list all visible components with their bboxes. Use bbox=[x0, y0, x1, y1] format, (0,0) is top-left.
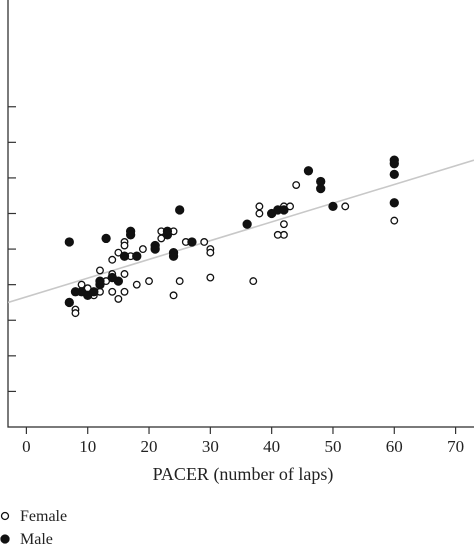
x-tick-label-2: 20 bbox=[141, 437, 158, 456]
female-point-9 bbox=[108, 255, 117, 264]
male-point-30 bbox=[328, 201, 338, 212]
x-tick-label-4: 40 bbox=[263, 437, 280, 456]
female-point-26 bbox=[175, 277, 184, 286]
male-point-26 bbox=[279, 205, 289, 215]
x-tick-label-3: 30 bbox=[202, 437, 219, 456]
female-point-21 bbox=[145, 277, 153, 286]
female-point-11 bbox=[114, 294, 123, 303]
x-tick-label-5: 50 bbox=[324, 437, 341, 456]
male-point-14 bbox=[132, 251, 142, 261]
x-tick-label-7: 70 bbox=[447, 437, 464, 456]
x-tick-label-6: 60 bbox=[386, 437, 403, 456]
female-point-42 bbox=[273, 230, 282, 239]
female-point-8 bbox=[108, 287, 117, 296]
legend-label-0: Female bbox=[20, 508, 67, 525]
male-point-18 bbox=[162, 226, 173, 236]
male-point-0 bbox=[64, 237, 74, 247]
legend-label-1: Male bbox=[20, 531, 53, 548]
male-point-20 bbox=[168, 251, 179, 261]
female-point-28 bbox=[200, 238, 209, 246]
female-point-41 bbox=[390, 216, 399, 225]
female-point-25 bbox=[169, 291, 178, 300]
female-point-40 bbox=[341, 202, 350, 211]
male-point-29 bbox=[316, 183, 326, 194]
plot-frame bbox=[7, 0, 474, 428]
female-point-34 bbox=[255, 202, 264, 211]
male-point-33 bbox=[389, 169, 399, 180]
male-point-13 bbox=[125, 230, 136, 240]
female-point-6 bbox=[96, 266, 104, 275]
male-point-5 bbox=[89, 287, 99, 297]
male-point-22 bbox=[187, 237, 197, 247]
x-tick-label-1: 10 bbox=[79, 437, 96, 456]
female-point-20 bbox=[138, 245, 147, 254]
x-axis-label: PACER (number of laps) bbox=[153, 464, 334, 485]
male-point-21 bbox=[175, 205, 185, 215]
male-point-27 bbox=[303, 166, 314, 176]
male-point-23 bbox=[242, 219, 252, 229]
male-point-1 bbox=[64, 297, 74, 308]
male-point-32 bbox=[389, 159, 399, 169]
male-point-7 bbox=[95, 276, 105, 286]
male-point-8 bbox=[101, 233, 111, 244]
legend-marker-0 bbox=[0, 511, 10, 521]
points-layer bbox=[64, 155, 399, 318]
female-point-19 bbox=[132, 280, 141, 289]
female-point-30 bbox=[206, 248, 215, 257]
male-point-11 bbox=[119, 251, 130, 261]
female-point-39 bbox=[292, 181, 301, 189]
female-point-1 bbox=[71, 309, 80, 318]
x-tick-label-0: 0 bbox=[22, 437, 31, 456]
female-point-33 bbox=[255, 209, 264, 218]
male-point-16 bbox=[150, 244, 160, 254]
female-point-15 bbox=[120, 270, 129, 278]
female-point-36 bbox=[279, 220, 288, 229]
x-axis-ticks: 0 10 20 30 40 50 60 70 bbox=[22, 427, 464, 456]
male-point-34 bbox=[389, 198, 399, 208]
trend-layer bbox=[8, 159, 474, 304]
plot-area bbox=[7, 0, 474, 428]
legend-marker-1 bbox=[0, 534, 10, 544]
y-axis-ticks bbox=[8, 106, 16, 393]
trend-line bbox=[8, 159, 474, 304]
legend: Female Male bbox=[0, 508, 67, 548]
female-point-31 bbox=[206, 273, 215, 282]
female-point-16 bbox=[120, 287, 129, 296]
female-point-2 bbox=[77, 280, 86, 289]
male-point-10 bbox=[113, 276, 124, 286]
female-point-32 bbox=[249, 277, 258, 286]
female-point-14 bbox=[120, 241, 129, 250]
